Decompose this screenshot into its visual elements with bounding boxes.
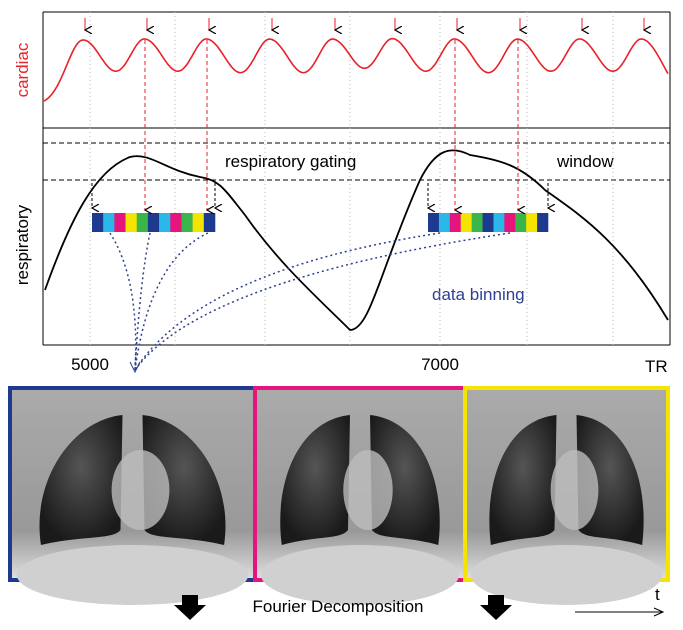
time-label: t <box>655 585 660 604</box>
heart <box>112 450 170 530</box>
bin-segment <box>450 213 461 232</box>
bin-segment <box>103 213 114 232</box>
bin-segment <box>159 213 170 232</box>
bin-segment <box>193 213 204 232</box>
figure: cardiac respiratory respiratory gating w… <box>0 0 683 625</box>
binning-path <box>110 233 136 370</box>
fourier-label: Fourier Decomposition <box>252 597 423 616</box>
bin-segment <box>526 213 537 232</box>
lung-panels <box>10 388 668 605</box>
axis-label: TR <box>645 357 668 376</box>
bin-segment <box>170 213 181 232</box>
bin-segment <box>148 213 159 232</box>
binning-path <box>135 233 440 370</box>
bin-segment <box>114 213 125 232</box>
window-label: window <box>556 152 614 171</box>
bin-segment <box>483 213 494 232</box>
bin-segment <box>204 213 215 232</box>
gating-label: respiratory gating <box>225 152 356 171</box>
lung-image <box>12 390 253 605</box>
tick-label: 7000 <box>421 355 459 374</box>
binning-label: data binning <box>432 285 525 304</box>
bin-segment <box>515 213 526 232</box>
bin-segment <box>92 213 103 232</box>
bin-segment <box>137 213 148 232</box>
bin-segment <box>472 213 483 232</box>
diaphragm <box>17 545 248 605</box>
bin-segment <box>461 213 472 232</box>
page: cardiac respiratory respiratory gating w… <box>0 0 683 630</box>
bin-segment <box>428 213 439 232</box>
heart <box>343 450 392 530</box>
bin-segment <box>126 213 137 232</box>
bin-segment <box>493 213 504 232</box>
lung-image <box>257 390 463 605</box>
cardiac-label: cardiac <box>13 42 32 97</box>
plot-area: cardiac respiratory respiratory gating w… <box>13 12 670 376</box>
tick-label: 5000 <box>71 355 109 374</box>
diaphragm <box>261 545 459 605</box>
respiratory-label: respiratory <box>13 204 32 285</box>
bin-segment <box>181 213 192 232</box>
bin-segment <box>537 213 548 232</box>
down-arrow <box>480 595 512 620</box>
lung-image <box>467 390 666 605</box>
heart <box>551 450 599 530</box>
respiratory-curve <box>45 150 668 330</box>
bin-segment <box>504 213 515 232</box>
cardiac-curve <box>44 39 668 102</box>
binning-path <box>135 233 150 370</box>
bin-segment <box>439 213 450 232</box>
